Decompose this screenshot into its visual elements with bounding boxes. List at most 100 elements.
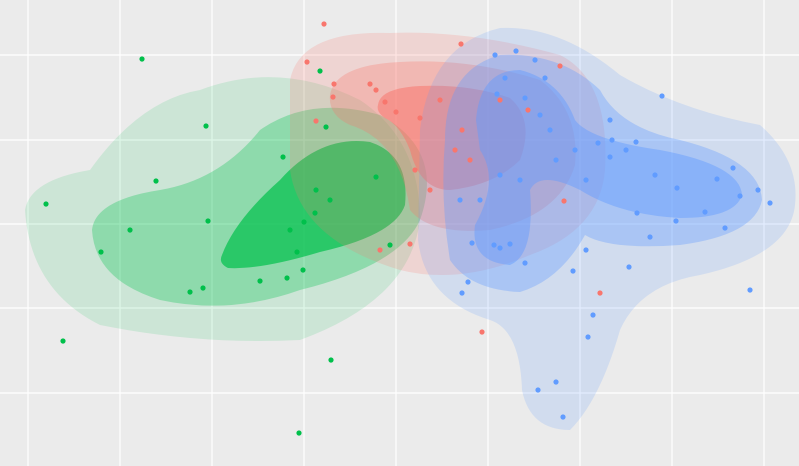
point <box>647 234 653 240</box>
point <box>674 185 680 191</box>
point <box>458 41 464 47</box>
point <box>477 197 483 203</box>
point <box>465 279 471 285</box>
point <box>382 99 388 105</box>
green-contour-inner <box>220 141 406 269</box>
point <box>522 260 528 266</box>
point <box>607 154 613 160</box>
point <box>321 21 327 27</box>
point <box>313 118 319 124</box>
point <box>457 197 463 203</box>
point <box>459 127 465 133</box>
point <box>492 52 498 58</box>
point <box>203 123 209 129</box>
point <box>437 97 443 103</box>
point <box>367 81 373 87</box>
point <box>417 115 423 121</box>
point <box>532 57 538 63</box>
point <box>377 247 383 253</box>
point <box>296 430 302 436</box>
point <box>98 249 104 255</box>
point <box>373 87 379 93</box>
point <box>497 245 503 251</box>
blue-contour-outer <box>418 27 796 430</box>
blue-contour-inner <box>474 70 742 265</box>
point <box>393 109 399 115</box>
point <box>294 249 300 255</box>
point <box>623 147 629 153</box>
point <box>583 177 589 183</box>
point <box>597 290 603 296</box>
point <box>767 200 773 206</box>
point <box>547 127 553 133</box>
point <box>387 242 393 248</box>
point <box>659 93 665 99</box>
point <box>737 193 743 199</box>
point <box>127 227 133 233</box>
point <box>595 140 601 146</box>
point <box>609 137 615 143</box>
point <box>205 218 211 224</box>
point <box>331 81 337 87</box>
point <box>312 210 318 216</box>
point <box>585 334 591 340</box>
point <box>494 91 500 97</box>
point <box>652 172 658 178</box>
point <box>407 241 413 247</box>
point <box>607 117 613 123</box>
point <box>187 289 193 295</box>
point <box>747 287 753 293</box>
point <box>572 147 578 153</box>
point <box>412 167 418 173</box>
point <box>525 107 531 113</box>
point <box>330 94 336 100</box>
point <box>535 387 541 393</box>
point <box>60 338 66 344</box>
point <box>673 218 679 224</box>
point <box>557 63 563 69</box>
point <box>323 124 329 130</box>
point <box>479 329 485 335</box>
point <box>280 154 286 160</box>
point <box>373 174 379 180</box>
point <box>459 290 465 296</box>
blue-contour-mid <box>443 54 762 292</box>
point <box>626 264 632 270</box>
point <box>452 147 458 153</box>
point <box>139 56 145 62</box>
point <box>502 75 508 81</box>
point <box>522 95 528 101</box>
point <box>553 379 559 385</box>
point <box>497 172 503 178</box>
point <box>542 75 548 81</box>
density-contours <box>25 27 796 430</box>
red-contour-inner <box>377 85 526 190</box>
point <box>570 268 576 274</box>
point <box>313 187 319 193</box>
point <box>327 197 333 203</box>
point <box>561 198 567 204</box>
point <box>284 275 290 281</box>
point <box>553 157 559 163</box>
point <box>633 139 639 145</box>
point <box>722 225 728 231</box>
point <box>634 210 640 216</box>
point <box>730 165 736 171</box>
point <box>491 242 497 248</box>
point <box>43 201 49 207</box>
point <box>497 97 503 103</box>
point <box>287 227 293 233</box>
green-contour-outer <box>25 77 420 341</box>
point <box>427 187 433 193</box>
point <box>257 278 263 284</box>
point <box>469 240 475 246</box>
point <box>467 157 473 163</box>
point <box>317 68 323 74</box>
point <box>513 48 519 54</box>
point <box>560 414 566 420</box>
point <box>300 267 306 273</box>
point <box>702 209 708 215</box>
